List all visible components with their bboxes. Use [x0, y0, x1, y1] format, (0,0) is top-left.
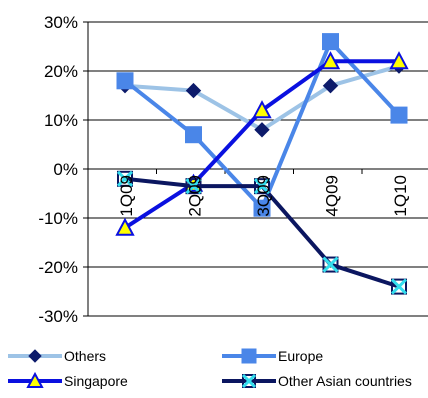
- data-point: [185, 82, 202, 99]
- legend: Others Europe Singapore Other Asian countri…: [8, 348, 412, 389]
- x-tick-label: 4Q09: [323, 175, 342, 217]
- x-tick-label: 3Q09: [254, 175, 273, 217]
- data-point: [320, 51, 341, 70]
- y-tick-label: 0%: [53, 160, 78, 179]
- data-point: [322, 33, 339, 51]
- x-tick-labels: 1Q09 2Q09 3Q09 4Q09 1Q10: [117, 175, 410, 217]
- legend-label: Others: [64, 348, 106, 364]
- x-tick-label: 1Q09: [117, 175, 136, 217]
- legend-marker: [26, 371, 44, 388]
- series-other-asian-countries: [116, 170, 408, 295]
- data-point: [322, 256, 339, 273]
- x-tick-label: 2Q09: [186, 175, 205, 217]
- data-point: [116, 72, 134, 90]
- data-point: [115, 217, 135, 236]
- legend-item: Europe: [222, 348, 323, 364]
- legend-item: Other Asian countries: [222, 373, 412, 389]
- series-singapore: [115, 51, 409, 236]
- legend-label: Other Asian countries: [278, 373, 412, 389]
- data-point: [253, 199, 271, 217]
- y-tick-labels: 30% 20% 10% 0% -10% -20% -30%: [38, 13, 78, 326]
- data-point: [254, 122, 270, 138]
- legend-label: Singapore: [64, 373, 128, 389]
- series-lines: [115, 33, 409, 295]
- legend-marker: [28, 349, 42, 363]
- data-point: [252, 100, 272, 119]
- y-tick-label: 30%: [44, 13, 78, 32]
- series-europe: [116, 33, 408, 217]
- x-tick-label: 1Q10: [391, 175, 410, 217]
- legend-label: Europe: [278, 348, 323, 364]
- data-point: [253, 178, 271, 195]
- y-tick-label: -30%: [38, 307, 78, 326]
- legend-item: Others: [8, 348, 106, 364]
- axes: [83, 21, 428, 317]
- y-tick-label: 20%: [44, 62, 78, 81]
- legend-marker: [241, 348, 257, 364]
- legend-item: Singapore: [8, 371, 128, 389]
- data-point: [390, 106, 408, 124]
- data-point: [185, 178, 202, 195]
- legend-marker: [241, 373, 257, 389]
- data-point: [322, 77, 339, 94]
- y-tick-label: -20%: [38, 258, 78, 277]
- data-point: [185, 126, 202, 144]
- data-point: [116, 170, 134, 187]
- data-point: [390, 278, 408, 295]
- y-tick-label: -10%: [38, 209, 78, 228]
- data-point: [389, 51, 409, 70]
- y-tick-label: 10%: [44, 111, 78, 130]
